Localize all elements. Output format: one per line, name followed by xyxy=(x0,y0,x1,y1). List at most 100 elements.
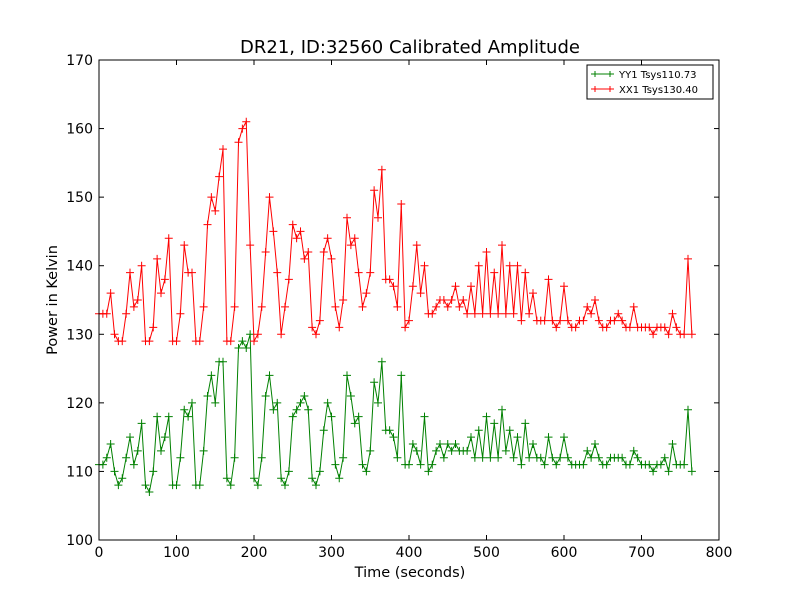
data-point-marker xyxy=(602,323,611,332)
data-point-marker xyxy=(315,467,324,476)
data-point-marker xyxy=(122,309,131,318)
data-point-marker xyxy=(265,371,274,380)
data-point-marker xyxy=(358,460,367,469)
data-point-marker xyxy=(106,440,115,448)
series-layer xyxy=(95,117,696,496)
data-point-marker xyxy=(439,453,448,462)
data-point-marker xyxy=(284,275,293,284)
data-point-marker xyxy=(300,392,309,400)
data-point-marker xyxy=(129,460,138,469)
data-point-marker xyxy=(552,323,561,332)
data-point-marker xyxy=(408,440,417,448)
data-point-marker xyxy=(377,165,386,174)
data-point-marker xyxy=(451,440,460,448)
data-point-marker xyxy=(416,289,425,298)
data-point-marker xyxy=(385,275,394,284)
data-point-marker xyxy=(397,200,406,208)
data-point-marker xyxy=(618,316,627,325)
data-point-marker xyxy=(385,426,394,435)
data-point-marker xyxy=(281,302,289,311)
data-point-marker xyxy=(304,405,313,414)
data-point-marker xyxy=(660,453,669,462)
data-point-marker xyxy=(350,419,359,428)
data-point-marker xyxy=(509,453,518,462)
data-point-marker xyxy=(327,412,336,421)
data-point-marker xyxy=(463,446,472,455)
data-point-marker xyxy=(153,254,162,263)
data-point-marker xyxy=(145,337,154,346)
x-tick-label: 600 xyxy=(551,545,578,561)
data-point-marker xyxy=(525,309,534,318)
data-point-marker xyxy=(482,412,491,421)
data-point-marker xyxy=(389,433,398,442)
data-point-marker xyxy=(219,145,227,154)
data-point-marker xyxy=(234,344,243,352)
data-point-marker xyxy=(556,316,565,325)
data-point-marker xyxy=(377,357,386,366)
data-point-marker xyxy=(513,433,522,442)
data-point-marker xyxy=(439,296,448,304)
x-tick-label: 200 xyxy=(241,545,268,561)
data-point-marker xyxy=(292,234,301,243)
data-point-marker xyxy=(122,453,131,462)
data-point-marker xyxy=(250,474,258,483)
data-point-marker xyxy=(602,460,611,469)
data-point-marker xyxy=(474,261,483,270)
data-point-marker xyxy=(350,234,359,243)
data-point-marker xyxy=(680,460,689,469)
legend: YY1 Tsys110.73 XX1 Tsys130.40 xyxy=(586,64,714,100)
data-point-marker xyxy=(649,467,658,476)
data-point-marker xyxy=(490,268,499,277)
data-point-marker xyxy=(629,302,638,311)
data-point-marker xyxy=(614,309,623,318)
data-point-marker xyxy=(401,323,410,332)
data-point-marker xyxy=(591,296,599,304)
data-point-marker xyxy=(230,453,239,462)
data-point-marker xyxy=(323,234,332,243)
data-point-marker xyxy=(304,248,313,256)
data-point-marker xyxy=(273,398,282,407)
data-point-marker xyxy=(544,433,553,442)
data-point-marker xyxy=(257,302,266,311)
data-point-marker xyxy=(625,460,634,469)
data-point-marker xyxy=(556,453,565,462)
data-point-marker xyxy=(680,330,689,339)
data-point-marker xyxy=(684,405,692,414)
data-point-marker xyxy=(591,440,599,448)
y-tick-label: 130 xyxy=(66,327,93,343)
y-tick-label: 160 xyxy=(66,122,93,138)
data-point-marker xyxy=(180,241,189,250)
data-point-marker xyxy=(339,296,348,304)
data-point-marker xyxy=(308,474,317,483)
data-point-marker xyxy=(261,248,270,256)
data-point-marker xyxy=(284,467,293,476)
data-point-marker xyxy=(521,268,530,277)
data-point-marker xyxy=(560,282,568,291)
data-point-marker xyxy=(246,330,255,339)
data-point-marker xyxy=(684,254,692,263)
data-point-marker xyxy=(656,460,665,469)
y-tick-label: 100 xyxy=(66,533,93,549)
data-point-marker xyxy=(195,337,204,346)
data-point-marker xyxy=(265,193,274,202)
x-axis-title: Time (seconds) xyxy=(354,565,466,581)
data-point-marker xyxy=(335,474,344,483)
data-point-marker xyxy=(536,453,545,462)
data-point-marker xyxy=(331,460,340,469)
data-point-marker xyxy=(587,309,596,318)
data-point-marker xyxy=(149,467,158,476)
data-point-marker xyxy=(629,446,638,455)
data-point-marker xyxy=(246,241,255,250)
data-point-marker xyxy=(408,282,417,291)
data-point-marker xyxy=(447,296,456,304)
data-point-marker xyxy=(110,467,119,476)
data-point-marker xyxy=(366,268,375,277)
data-point-marker xyxy=(687,467,696,476)
data-point-marker xyxy=(160,275,169,284)
data-point-marker xyxy=(346,241,355,250)
data-point-marker xyxy=(405,460,413,469)
data-point-marker xyxy=(552,460,561,469)
data-point-marker xyxy=(529,440,537,448)
data-point-marker xyxy=(98,460,107,469)
